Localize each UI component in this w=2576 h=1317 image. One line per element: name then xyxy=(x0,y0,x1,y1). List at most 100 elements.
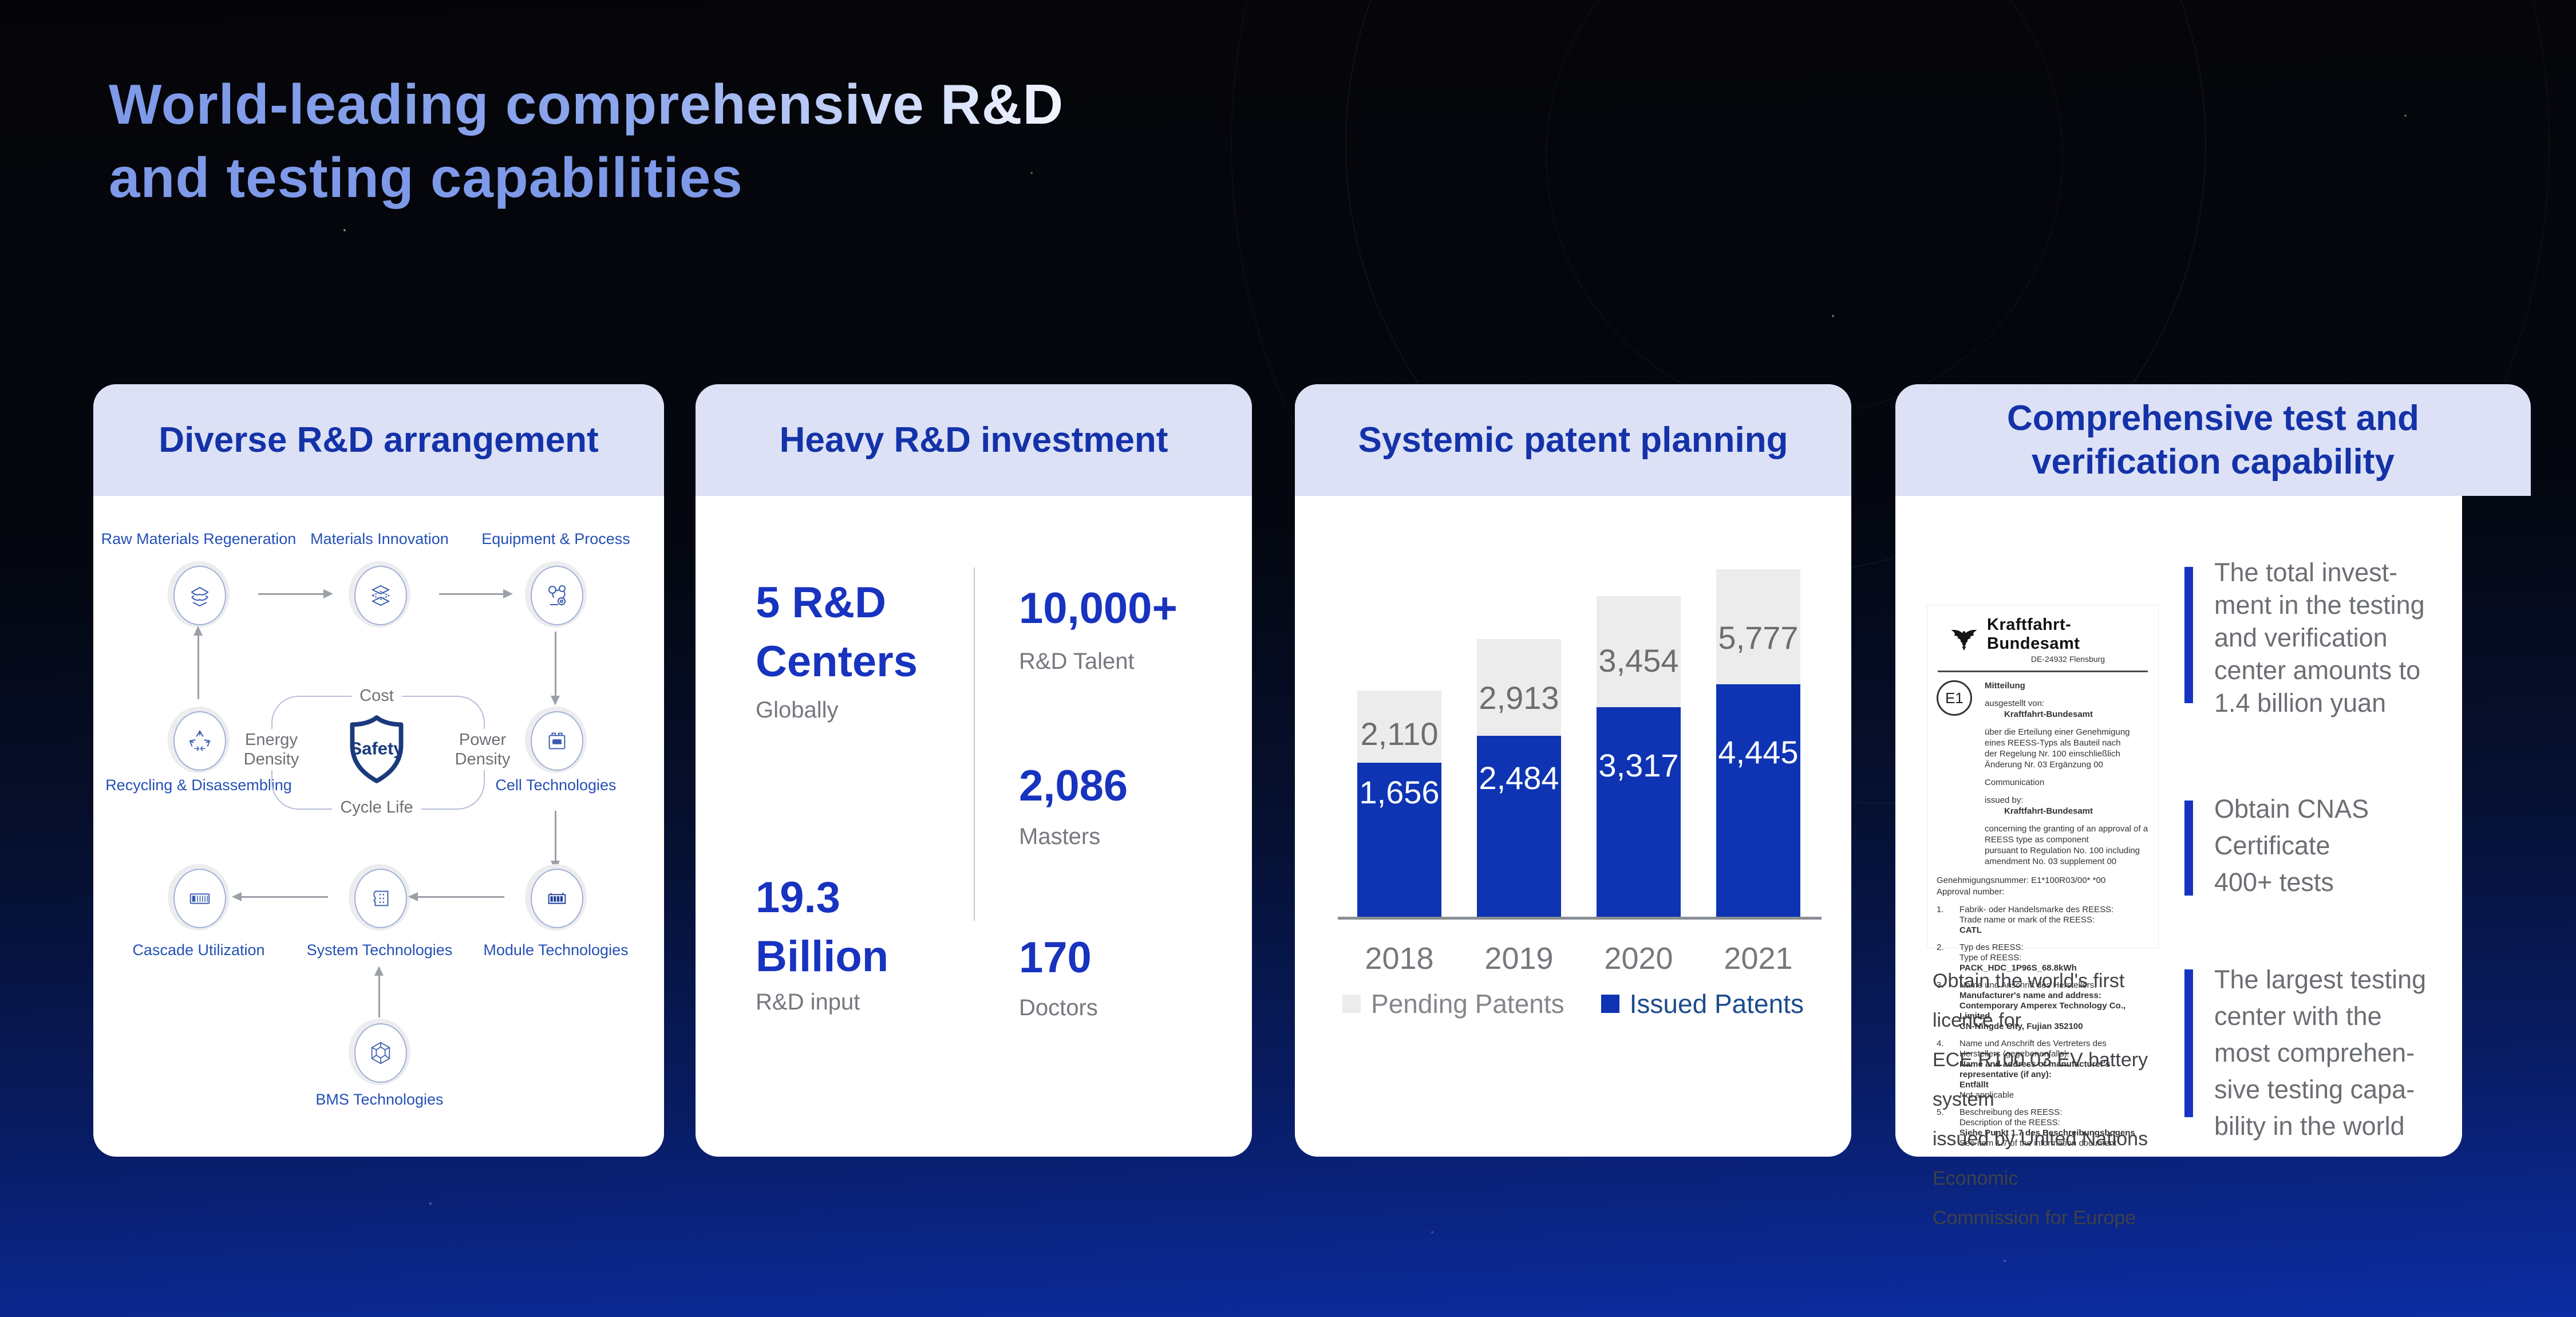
stat-rd-centers-caption: Globally xyxy=(756,697,839,723)
year-label-2018: 2018 xyxy=(1365,941,1434,976)
node-module-technologies xyxy=(525,864,587,930)
licence-line: ECE R100.03 EV battery system xyxy=(1933,1049,2148,1110)
svg-text:CATL: CATL xyxy=(553,741,562,744)
legend-label: Issued Patents xyxy=(1629,989,1804,1019)
licence-line: issued by United Nations Economic xyxy=(1933,1128,2148,1189)
label-cascade-utilization: Cascade Utilization xyxy=(132,941,265,959)
bms-icon xyxy=(354,1023,407,1083)
page-title: World-leading comprehensive R&D and test… xyxy=(109,68,1064,214)
issued-value-2020: 3,317 xyxy=(1598,747,1679,783)
legend-swatch xyxy=(1342,995,1361,1013)
highlight-largest-testing-center: The largest testing center with the most… xyxy=(2214,965,2427,1141)
stat-rd-talent-caption: R&D Talent xyxy=(1019,649,1135,674)
licence-line: Commission for Europe xyxy=(1933,1207,2136,1229)
licence-note: Obtain the world's first licence for ECE … xyxy=(1933,961,2179,1238)
module-icon xyxy=(531,869,583,928)
certificate-line: Kraftfahrt-Bundesamt xyxy=(2004,709,2093,719)
stat-rd-centers: 5 R&D Centers xyxy=(756,578,918,686)
certificate-line: ausgestellt von: xyxy=(1985,699,2045,708)
stat-doctors-caption: Doctors xyxy=(1019,995,1098,1020)
arrow-down-icon xyxy=(551,632,560,705)
certificate-item: 3. Name und Anschrift des Herstellers: Man… xyxy=(1937,980,2126,1031)
label-equipment-process: Equipment & Process xyxy=(481,530,630,547)
certificate-items: 1. Fabrik- oder Handelsmarke des REESS: Tr… xyxy=(1937,905,2149,1149)
issued-value-2019: 2,484 xyxy=(1479,760,1559,796)
label-cell-technologies: Cell Technologies xyxy=(495,776,617,794)
year-label-2020: 2020 xyxy=(1604,941,1673,976)
bar-issued-2021 xyxy=(1716,684,1800,917)
layers-icon xyxy=(173,566,226,625)
certificate-line: concerning the granting of an approval o… xyxy=(1985,824,2148,845)
legend-label: Pending Patents xyxy=(1371,989,1564,1019)
year-label-2019: 2019 xyxy=(1484,941,1554,976)
bar-issued-2020 xyxy=(1597,707,1681,917)
highlight-cnas-certificate: Obtain CNAS Certificate 400+ tests xyxy=(2214,794,2369,897)
certificate-approval-en: Approval number: xyxy=(1937,887,2005,897)
stat-rd-talent: 10,000+ xyxy=(1019,584,1178,633)
node-recycling xyxy=(168,707,230,773)
decor-stars xyxy=(343,229,346,231)
highlight-total-investment: The total invest- ment in the testing an… xyxy=(2214,558,2425,717)
certificate-agency-location: DE-24932 Flensburg xyxy=(2030,654,2105,664)
node-cascade-utilization xyxy=(168,864,230,930)
node-cell-technologies: CATL xyxy=(525,707,587,773)
certificate-sections: Mitteilung ausgestellt von: Kraftfahrt-Bun… xyxy=(1985,680,2149,867)
certificate-approval-de: Genehmigungsnummer: E1*100R03/00* *00 xyxy=(1937,876,2106,885)
legend-swatch xyxy=(1601,995,1619,1013)
materials-icon xyxy=(354,566,407,625)
label-system-technologies: System Technologies xyxy=(306,941,453,959)
certificate-agency: Kraftfahrt-Bundesamt xyxy=(1987,616,2080,653)
certificate-line: Mitteilung xyxy=(1985,681,2025,691)
bar-issued-2018 xyxy=(1357,763,1441,917)
issued-value-2018: 1,656 xyxy=(1359,774,1440,810)
stat-masters-caption: Masters xyxy=(1019,824,1101,849)
node-bms-technologies xyxy=(349,1019,410,1085)
certificate-document: Kraftfahrt-Bundesamt DE-24932 Flensburg … xyxy=(1927,605,2159,1148)
battery-cell-icon: CATL xyxy=(531,711,583,771)
node-equipment-process xyxy=(525,561,587,628)
arrow-up-icon xyxy=(374,966,384,1018)
label-recycling-disassembling: Recycling & Disassembling xyxy=(105,776,292,794)
certificate-rule xyxy=(1938,671,2148,672)
patent-chart: 2,110 1,656 2018 2,913 2,484 2019 3,454 3,317 20… xyxy=(1295,384,1851,1157)
issued-value-2021: 4,445 xyxy=(1718,734,1799,770)
stat-rd-input: 19.3 Billion xyxy=(756,873,889,981)
arrow-right-icon xyxy=(439,589,513,598)
stat-rd-input-caption: R&D input xyxy=(756,989,860,1015)
pending-value-2020: 3,454 xyxy=(1598,642,1679,679)
arrow-left-icon xyxy=(232,892,328,901)
certificate-line: der Regelung Nr. 100 einschließlich Ände… xyxy=(1985,749,2120,770)
card3-header: Systemic patent planning xyxy=(1295,384,1851,496)
e1-mark: E1 xyxy=(1937,680,1972,716)
label-energy-density: Energy Density xyxy=(235,729,307,770)
highlight-accent-bar xyxy=(2184,801,2193,896)
arrow-up-icon xyxy=(193,626,203,699)
legend-item-issued-patents: Issued Patents xyxy=(1601,988,1804,1019)
card4-header: Comprehensive test and verification capa… xyxy=(1895,384,2531,496)
card-systemic-patent-planning: Systemic patent planning 2,110 1,656 2018 2… xyxy=(1295,384,1851,1157)
label-power-density: Power Density xyxy=(447,729,519,770)
bar-issued-2019 xyxy=(1477,736,1561,917)
label-materials-innovation: Materials Innovation xyxy=(310,530,449,547)
certificate-line: Communication xyxy=(1985,778,2045,787)
card-test-verification: Comprehensive test and verification capa… xyxy=(1895,384,2531,1229)
arrow-right-icon xyxy=(258,589,333,598)
pending-value-2018: 2,110 xyxy=(1360,716,1439,752)
page-title-line1: World-leading comprehensive R&D xyxy=(109,68,1064,141)
pending-value-2021: 5,777 xyxy=(1718,620,1799,656)
certificate-line: Kraftfahrt-Bundesamt xyxy=(2004,806,2093,816)
arrow-down-icon xyxy=(551,811,560,870)
recycle-icon xyxy=(173,711,226,771)
licence-line: Obtain the world's first licence for xyxy=(1933,970,2125,1031)
highlight-accent-bar xyxy=(2184,567,2193,703)
robot-arm-icon xyxy=(531,566,583,625)
pending-value-2019: 2,913 xyxy=(1479,680,1559,716)
year-label-2021: 2021 xyxy=(1724,941,1793,976)
certificate-item: 5. Beschreibung des REESS: Description of … xyxy=(1937,1107,2135,1148)
label-module-technologies: Module Technologies xyxy=(483,941,629,959)
label-bms-technologies: BMS Technologies xyxy=(315,1091,444,1108)
label-safety: Safety xyxy=(350,738,404,759)
legend-item-pending-patents: Pending Patents xyxy=(1342,988,1564,1019)
cascade-icon xyxy=(173,869,226,928)
label-raw-materials-regeneration: Raw Materials Regeneration xyxy=(101,530,297,547)
